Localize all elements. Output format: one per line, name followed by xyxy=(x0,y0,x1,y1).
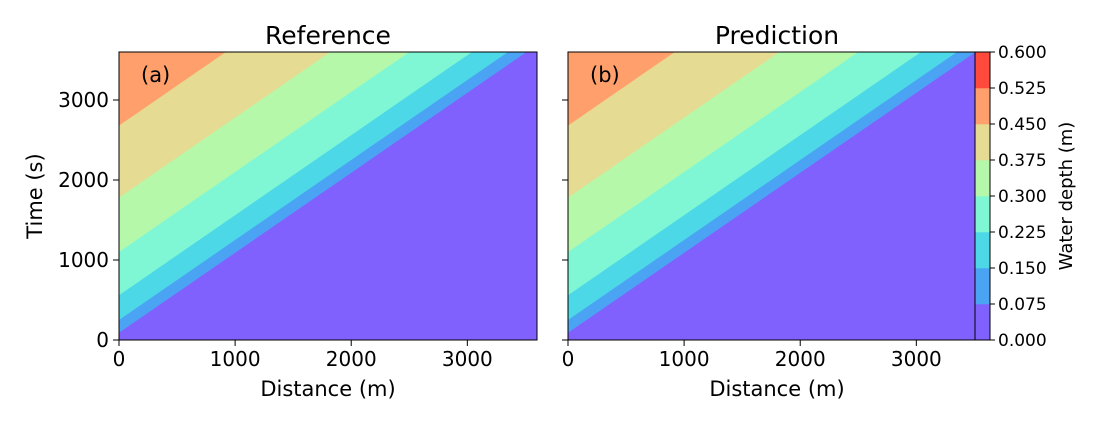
contour-band-6 xyxy=(568,52,675,126)
x-axis-label: Distance (m) xyxy=(260,377,395,401)
x-tick-label: 1000 xyxy=(659,347,710,371)
colorbar-swatch xyxy=(975,52,990,89)
colorbar-tick-label: 0.000 xyxy=(998,331,1047,351)
x-tick-label: 2000 xyxy=(326,347,377,371)
y-axis-label: Time (s) xyxy=(23,153,47,239)
colorbar-tick-label: 0.075 xyxy=(998,295,1047,315)
x-tick-label: 0 xyxy=(562,347,575,371)
y-tick-label: 2000 xyxy=(58,168,109,192)
panel-reference: Reference (a) 0 1000 2000 3000 Distance (m) 0 10… xyxy=(23,21,538,401)
y-tick-label: 0 xyxy=(96,328,109,352)
panel-label: (a) xyxy=(141,63,170,87)
chart-title: Reference xyxy=(265,21,391,50)
colorbar-tick-label: 0.375 xyxy=(998,151,1047,171)
panel-label: (b) xyxy=(590,63,620,87)
colorbar-tick-label: 0.600 xyxy=(998,43,1047,63)
colorbar-tick-label: 0.525 xyxy=(998,79,1047,99)
colorbar-label: Water depth (m) xyxy=(1056,122,1077,271)
colorbar-swatch xyxy=(975,88,990,125)
x-tick-label: 2000 xyxy=(775,347,826,371)
colorbar-tick-label: 0.150 xyxy=(998,259,1047,279)
x-tick-label: 3000 xyxy=(891,347,942,371)
chart-title: Prediction xyxy=(715,21,839,50)
colorbar-swatch xyxy=(975,304,990,341)
colorbar: 0.000 0.075 0.150 0.225 0.300 0.375 0.450 0.525… xyxy=(974,43,1077,351)
contour-area xyxy=(119,52,537,340)
colorbar-swatch xyxy=(975,160,990,197)
x-tick-label: 1000 xyxy=(210,347,261,371)
plot-frame xyxy=(118,51,538,341)
contour-area xyxy=(568,52,986,340)
colorbar-tick-label: 0.300 xyxy=(998,187,1047,207)
colorbar-tick-label: 0.225 xyxy=(998,223,1047,243)
x-axis-label: Distance (m) xyxy=(709,377,844,401)
colorbar-tick-label: 0.450 xyxy=(998,115,1047,135)
panel-prediction: Prediction (b) 0 1000 2000 3000 Distance (m) xyxy=(562,21,987,401)
y-tick-label: 3000 xyxy=(58,88,109,112)
x-tick-label: 0 xyxy=(113,347,126,371)
colorbar-swatch xyxy=(975,232,990,269)
y-tick-label: 1000 xyxy=(58,248,109,272)
x-tick-label: 3000 xyxy=(442,347,493,371)
colorbar-swatch xyxy=(975,268,990,305)
colorbar-swatch xyxy=(975,196,990,233)
colorbar-swatch xyxy=(975,124,990,161)
contour-band-6 xyxy=(119,52,226,126)
